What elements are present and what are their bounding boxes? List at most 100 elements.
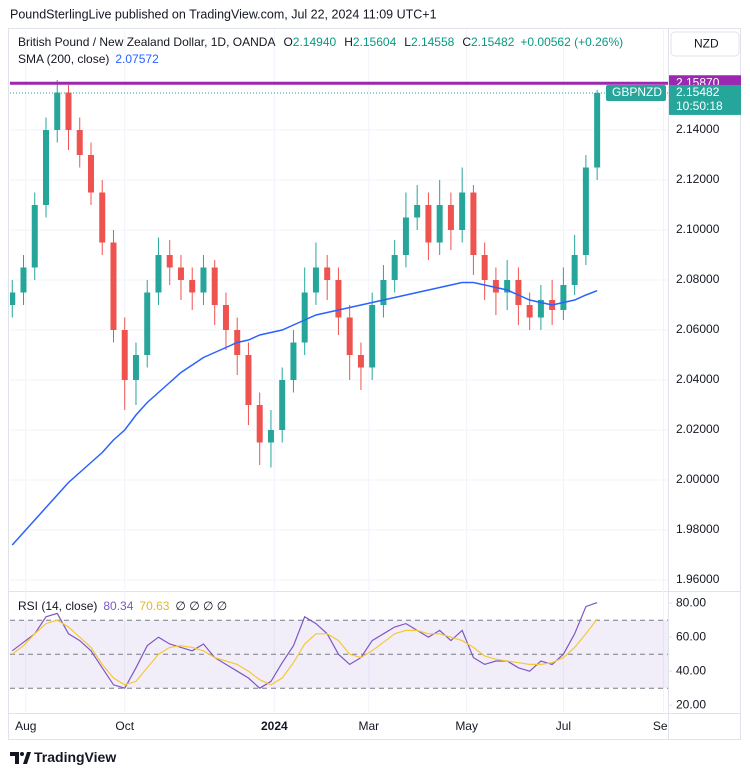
y-tick-label: 2.10000	[676, 222, 720, 236]
ohlc-value: 2.14940	[293, 35, 337, 49]
rsi-legend: RSI (14, close) 80.34 70.63 ∅ ∅ ∅ ∅	[18, 599, 227, 613]
y-tick-label: 60.00	[676, 629, 706, 643]
rsi-value: 80.34	[103, 599, 133, 613]
currency-label[interactable]: NZD	[694, 37, 719, 51]
logo-icon	[10, 752, 31, 764]
candle-body	[189, 280, 196, 293]
symbol-title: British Pound / New Zealand Dollar, 1D, …	[18, 35, 275, 49]
tradingview-logo: TradingView	[10, 749, 116, 765]
frame	[8, 28, 741, 740]
candle-body	[245, 355, 252, 405]
y-tick-label: 2.00000	[676, 472, 720, 486]
grid	[10, 30, 668, 712]
y-tick-label: 2.08000	[676, 272, 720, 286]
x-tick-label: Sep	[653, 719, 675, 733]
candle-body	[414, 205, 421, 218]
candle-body	[256, 405, 263, 443]
candle-body	[425, 205, 432, 243]
candle-body	[537, 300, 544, 318]
y-tick-label: 1.98000	[676, 522, 720, 536]
candle-body	[335, 280, 342, 318]
x-tick-label: Aug	[15, 719, 36, 733]
y-tick-label: 2.06000	[676, 322, 720, 336]
candle-body	[279, 380, 286, 430]
ohlc-key: C	[462, 35, 471, 49]
y-tick-label: 2.14000	[676, 122, 720, 136]
candle-body	[132, 355, 139, 380]
candle-body	[31, 205, 38, 268]
last-price-label: 2.15482	[676, 85, 720, 99]
ohlc-key: O	[283, 35, 292, 49]
candle-body	[436, 205, 443, 243]
candle-body	[267, 430, 274, 443]
countdown-label: 10:50:18	[676, 99, 723, 113]
rsi-ma-value: 70.63	[139, 599, 169, 613]
candle-body	[582, 167, 589, 255]
candle-body	[166, 255, 173, 268]
candle-body	[560, 285, 567, 310]
time-axis: Aug Oct 2024 Mar May Jul Sep	[15, 719, 675, 733]
candle-body	[144, 292, 151, 355]
y-tick-label: 2.02000	[676, 422, 720, 436]
candle-body	[155, 255, 162, 293]
ohlc-value: 2.14558	[411, 35, 455, 49]
candle-body	[301, 292, 308, 343]
candle-body	[504, 280, 511, 293]
sma-value: 2.07572	[115, 52, 159, 66]
candle-body	[54, 92, 61, 130]
candle-body	[121, 330, 128, 380]
candle-body	[526, 305, 533, 318]
rsi-pane	[10, 602, 668, 689]
y-tick-label: 20.00	[676, 697, 706, 711]
logo-text: TradingView	[34, 749, 116, 765]
last-price-box	[669, 84, 741, 115]
change: +0.00562 (+0.26%)	[520, 35, 623, 49]
ohlc-key: L	[404, 35, 411, 49]
currency-button[interactable]	[670, 31, 740, 57]
ohlc-key: H	[344, 35, 353, 49]
candle-body	[10, 292, 16, 305]
candle-body	[492, 280, 499, 293]
candle-body	[357, 355, 364, 368]
candle-body	[324, 267, 331, 280]
rsi-ma-line	[11, 618, 598, 686]
y-tick-label: 2.04000	[676, 372, 720, 386]
candle-body	[447, 205, 454, 230]
candle-body	[99, 192, 106, 243]
logo-dot	[20, 752, 24, 756]
candle-body	[211, 267, 218, 305]
symbol-box	[606, 84, 666, 101]
candle-body	[20, 267, 27, 293]
candle-body	[571, 255, 578, 285]
rsi-line	[11, 602, 598, 689]
candle-body	[459, 192, 466, 230]
candle-body	[481, 255, 488, 280]
x-tick-label: 2024	[261, 719, 288, 733]
axes: 2.14000 2.12000 2.10000 2.08000 2.06000 2.040…	[606, 75, 741, 711]
ohlc-value: 2.15604	[353, 35, 397, 49]
sma-legend: SMA (200, close) 2.07572	[18, 52, 159, 66]
y-tick-label: 40.00	[676, 663, 706, 677]
candle-body	[380, 280, 387, 305]
sma-name: SMA (200, close)	[18, 52, 109, 66]
candle-body	[402, 217, 409, 255]
rsi-extra: ∅ ∅ ∅ ∅	[175, 599, 227, 613]
candle-body	[290, 342, 297, 380]
rsi-name: RSI (14, close)	[18, 599, 97, 613]
candle-body	[222, 305, 229, 330]
x-tick-label: Mar	[358, 719, 379, 733]
y-tick-label: 80.00	[676, 595, 706, 609]
candle-body	[200, 267, 207, 293]
candle-body	[369, 305, 376, 368]
sma-line	[11, 281, 598, 546]
x-tick-label: May	[455, 719, 478, 733]
ohlc-value: 2.15482	[471, 35, 515, 49]
symbol-label: GBPNZD	[612, 85, 662, 99]
candle-body	[76, 130, 83, 155]
candle-body	[42, 130, 49, 205]
candle-body	[391, 255, 398, 280]
candle-body	[110, 242, 117, 330]
candle-body	[346, 317, 353, 355]
legend-line: British Pound / New Zealand Dollar, 1D, …	[18, 35, 623, 49]
